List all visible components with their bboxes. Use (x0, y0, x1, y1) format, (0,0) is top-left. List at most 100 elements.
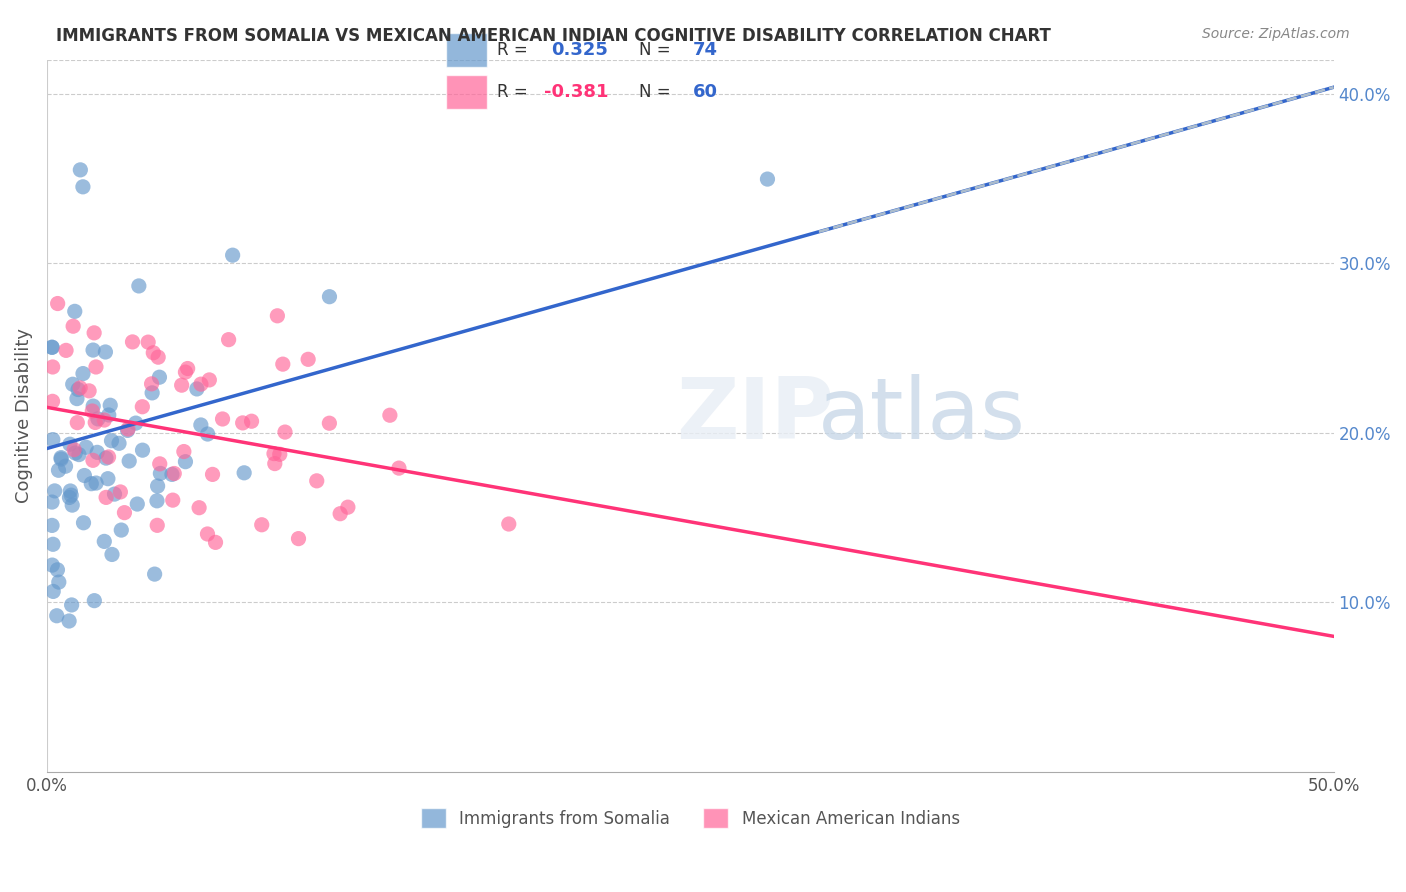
Immigrants from Somalia (82, 399, 104, 413)
Immigrants from Somalia (128, 279, 150, 293)
Immigrants from Somalia (221, 248, 243, 262)
Immigrants from Somalia (58, 614, 80, 628)
Bar (446, 75, 486, 109)
Text: N =: N = (638, 83, 671, 101)
Mexican American Indians (162, 493, 184, 508)
Mexican American Indians (305, 474, 328, 488)
Mexican American Indians (271, 357, 294, 371)
Mexican American Indians (97, 450, 120, 464)
Immigrants from Somalia (93, 534, 115, 549)
Mexican American Indians (82, 404, 104, 418)
Immigrants from Somalia (80, 476, 103, 491)
Mexican American Indians (149, 457, 172, 471)
Immigrants from Somalia (49, 450, 72, 465)
Immigrants from Somalia (148, 370, 170, 384)
Mexican American Indians (266, 309, 288, 323)
Immigrants from Somalia (66, 392, 89, 406)
Text: 0.325: 0.325 (551, 41, 607, 59)
Mexican American Indians (114, 506, 136, 520)
Immigrants from Somalia (110, 523, 132, 537)
Mexican American Indians (41, 359, 63, 374)
Mexican American Indians (84, 359, 107, 374)
Immigrants from Somalia (82, 343, 104, 357)
Immigrants from Somalia (83, 593, 105, 607)
Mexican American Indians (498, 516, 520, 531)
Mexican American Indians (269, 447, 291, 461)
Immigrants from Somalia (233, 466, 256, 480)
Mexican American Indians (197, 527, 219, 541)
Immigrants from Somalia (125, 416, 148, 430)
Mexican American Indians (131, 400, 153, 414)
Mexican American Indians (287, 532, 309, 546)
Immigrants from Somalia (63, 304, 86, 318)
Legend: Immigrants from Somalia, Mexican American Indians: Immigrants from Somalia, Mexican America… (415, 801, 966, 835)
Immigrants from Somalia (60, 598, 83, 612)
Immigrants from Somalia (117, 424, 139, 438)
Immigrants from Somalia (42, 584, 65, 599)
Immigrants from Somalia (60, 498, 83, 512)
Immigrants from Somalia (62, 377, 84, 392)
Text: 60: 60 (693, 83, 717, 101)
Mexican American Indians (190, 377, 212, 392)
Immigrants from Somalia (97, 408, 120, 422)
Immigrants from Somalia (97, 472, 120, 486)
Mexican American Indians (378, 409, 401, 423)
Immigrants from Somalia (55, 459, 77, 474)
Immigrants from Somalia (67, 448, 90, 462)
Mexican American Indians (297, 352, 319, 367)
Mexican American Indians (240, 414, 263, 428)
Immigrants from Somalia (131, 443, 153, 458)
Immigrants from Somalia (58, 491, 80, 505)
Mexican American Indians (66, 416, 89, 430)
Mexican American Indians (274, 425, 297, 439)
Mexican American Indians (173, 444, 195, 458)
Mexican American Indians (82, 453, 104, 467)
Immigrants from Somalia (65, 446, 87, 460)
Immigrants from Somalia (146, 493, 169, 508)
Mexican American Indians (55, 343, 77, 358)
Mexican American Indians (83, 326, 105, 340)
Immigrants from Somalia (94, 345, 117, 359)
Immigrants from Somalia (72, 179, 94, 194)
Mexican American Indians (318, 416, 340, 430)
Immigrants from Somalia (84, 476, 107, 491)
Immigrants from Somalia (48, 463, 70, 477)
Immigrants from Somalia (101, 548, 124, 562)
Immigrants from Somalia (41, 518, 63, 533)
Mexican American Indians (250, 517, 273, 532)
Immigrants from Somalia (73, 468, 96, 483)
Immigrants from Somalia (41, 558, 63, 573)
Y-axis label: Cognitive Disability: Cognitive Disability (15, 328, 32, 503)
Text: R =: R = (496, 83, 527, 101)
Immigrants from Somalia (174, 455, 197, 469)
Immigrants from Somalia (42, 537, 65, 551)
Mexican American Indians (46, 296, 69, 310)
Mexican American Indians (188, 500, 211, 515)
Mexican American Indians (329, 507, 352, 521)
Immigrants from Somalia (41, 340, 63, 354)
Mexican American Indians (211, 412, 233, 426)
Immigrants from Somalia (75, 440, 97, 454)
Immigrants from Somalia (86, 445, 108, 459)
Immigrants from Somalia (146, 479, 169, 493)
Mexican American Indians (69, 381, 91, 395)
Immigrants from Somalia (98, 398, 121, 412)
Mexican American Indians (163, 467, 186, 481)
Immigrants from Somalia (143, 567, 166, 582)
Immigrants from Somalia (69, 162, 91, 177)
Immigrants from Somalia (127, 497, 149, 511)
Mexican American Indians (141, 376, 163, 391)
Immigrants from Somalia (108, 436, 131, 450)
Immigrants from Somalia (149, 467, 172, 481)
Mexican American Indians (41, 394, 63, 409)
Immigrants from Somalia (46, 563, 69, 577)
Immigrants from Somalia (42, 433, 65, 447)
Mexican American Indians (263, 447, 285, 461)
Immigrants from Somalia (94, 451, 117, 466)
Mexican American Indians (198, 373, 221, 387)
Mexican American Indians (232, 416, 254, 430)
Mexican American Indians (176, 361, 198, 376)
Immigrants from Somalia (186, 382, 208, 396)
Mexican American Indians (218, 333, 240, 347)
Immigrants from Somalia (118, 454, 141, 468)
